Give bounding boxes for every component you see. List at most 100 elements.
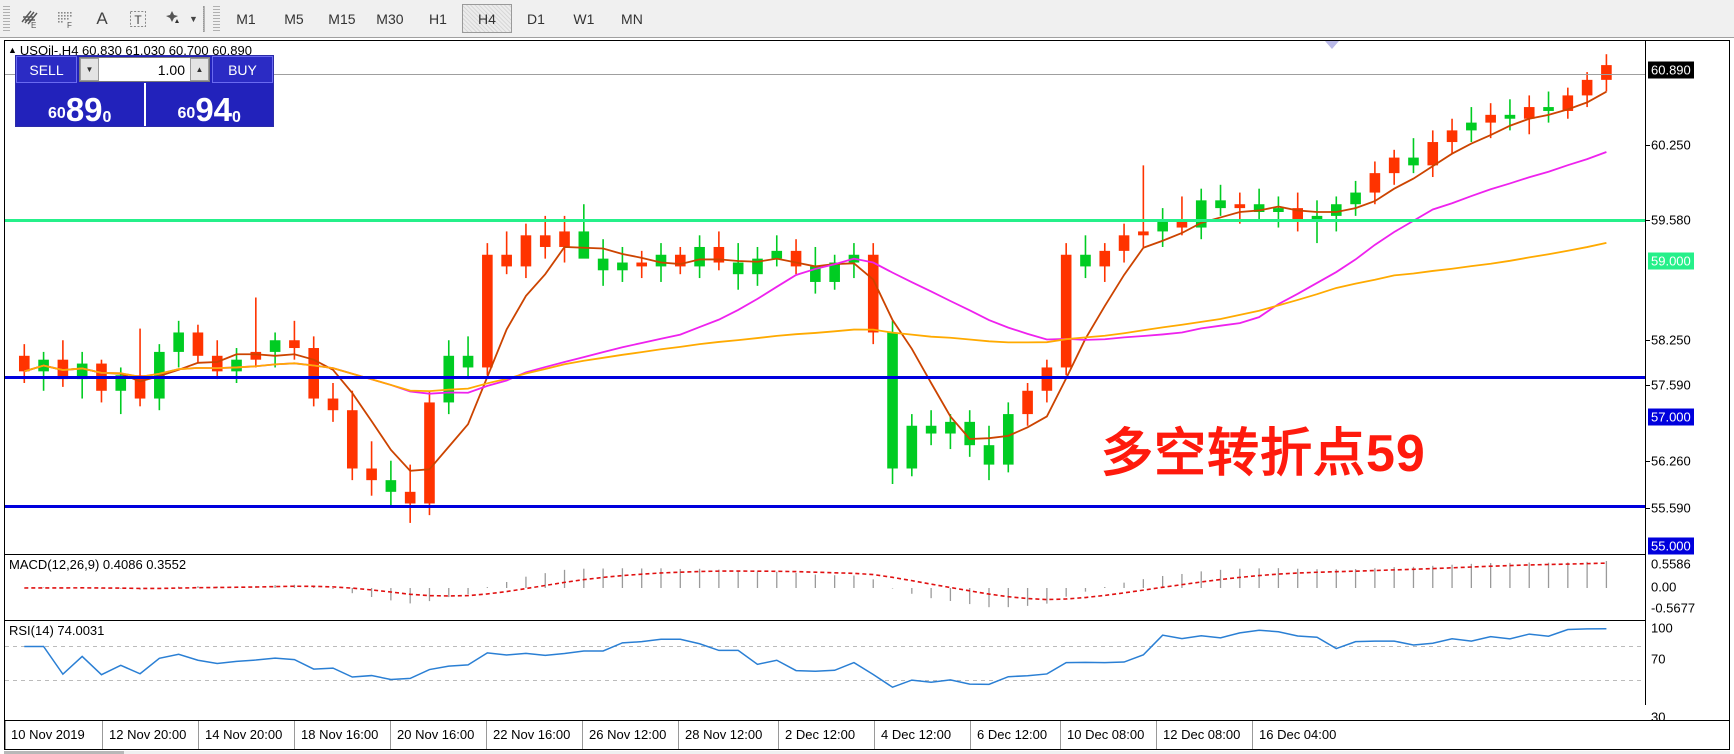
current-price-line xyxy=(5,74,1645,75)
time-label: 16 Dec 04:00 xyxy=(1259,727,1337,742)
buy-price-prefix: 60 xyxy=(177,105,196,122)
timeframe-h1[interactable]: H1 xyxy=(428,10,447,27)
chart-header: ▲ USOil-,H4 60.830 61.030 60.700 60.890 xyxy=(8,43,252,58)
svg-text:E: E xyxy=(31,21,36,30)
time-separator xyxy=(102,721,103,749)
objects-dropdown-caret-icon[interactable]: ▼ xyxy=(189,13,198,24)
toolbar-grip[interactable] xyxy=(3,5,10,32)
price-label-55-590: 55.590 xyxy=(1651,500,1691,516)
time-separator xyxy=(582,721,583,749)
time-separator xyxy=(874,721,875,749)
rsi-scale-70: 70 xyxy=(1651,651,1666,667)
macd-scale-0.00: 0.00 xyxy=(1651,579,1677,595)
buy-price-fraction: 0 xyxy=(232,109,241,126)
rsi-label: RSI(14) 74.0031 xyxy=(9,623,105,638)
timeframe-d1[interactable]: D1 xyxy=(526,10,545,27)
timeframe-m30[interactable]: M30 xyxy=(376,10,404,27)
text-a-icon[interactable]: A xyxy=(84,3,120,35)
sell-price-prefix: 60 xyxy=(48,105,66,122)
macd-series xyxy=(24,561,1608,608)
time-label: 10 Dec 08:00 xyxy=(1067,727,1145,742)
rsi-panel[interactable]: RSI(14) 74.0031 xyxy=(5,620,1645,706)
expert-advisor-glyph: E xyxy=(21,10,38,30)
text-a-glyph: A xyxy=(96,8,108,28)
level-line-57[interactable] xyxy=(5,376,1645,379)
timeframe-w1[interactable]: W1 xyxy=(573,10,595,27)
time-separator xyxy=(198,721,199,749)
rsi-series xyxy=(5,628,1645,689)
buy-button[interactable]: BUY xyxy=(212,56,273,83)
volume-stepper[interactable]: ▼ 1.00 ▲ xyxy=(79,57,210,82)
time-label: 12 Nov 20:00 xyxy=(109,727,187,742)
objects-icon[interactable] xyxy=(156,3,192,35)
macd-scale--0.5677: -0.5677 xyxy=(1651,600,1696,616)
sell-price-fraction: 0 xyxy=(102,109,112,126)
time-separator xyxy=(5,721,6,749)
chart-collapse-icon[interactable]: ▲ xyxy=(8,45,17,55)
macd-label: MACD(12,26,9) 0.4086 0.3552 xyxy=(9,557,187,572)
time-label: 26 Nov 12:00 xyxy=(589,727,667,742)
price-tick xyxy=(1646,461,1650,462)
timeframe-group: M1 M5 M15 M30 H1 H4 D1 W1 MN xyxy=(222,4,656,33)
time-label: 22 Nov 16:00 xyxy=(493,727,571,742)
grid-f-icon[interactable]: F xyxy=(48,3,84,35)
price-tick xyxy=(1646,220,1650,221)
price-label-58-250: 58.250 xyxy=(1651,332,1691,348)
volume-input[interactable]: 1.00 xyxy=(157,61,185,78)
time-label: 4 Dec 12:00 xyxy=(881,727,952,742)
trade-controls-row: SELL ▼ 1.00 ▲ BUY xyxy=(16,56,273,83)
timeframe-grip[interactable] xyxy=(212,5,220,32)
svg-text:T: T xyxy=(134,13,142,27)
sell-button[interactable]: SELL xyxy=(16,56,77,83)
text-label-icon[interactable]: T xyxy=(120,3,156,35)
time-separator xyxy=(294,721,295,749)
time-label: 14 Nov 20:00 xyxy=(205,727,283,742)
level-line-55[interactable] xyxy=(5,505,1645,508)
timeframe-h4[interactable]: H4 xyxy=(461,4,512,33)
chart-position-marker-icon xyxy=(1325,41,1339,49)
time-separator xyxy=(1252,721,1253,749)
volume-increment-icon[interactable]: ▲ xyxy=(190,58,209,81)
macd-panel[interactable]: MACD(12,26,9) 0.4086 0.3552 xyxy=(5,554,1645,621)
chart-window: ▲ USOil-,H4 60.830 61.030 60.700 60.890 S… xyxy=(4,40,1730,750)
svg-text:F: F xyxy=(67,21,72,30)
volume-decrement-icon[interactable]: ▼ xyxy=(80,58,99,81)
timeframe-m15[interactable]: M15 xyxy=(328,10,356,27)
sell-price[interactable]: 60 89 0 xyxy=(16,83,144,126)
level-line-59[interactable] xyxy=(5,219,1645,222)
price-label-57-000[interactable]: 57.000 xyxy=(1648,408,1694,426)
main-toolbar: E F A T xyxy=(0,0,1734,38)
chart-annotation-text[interactable]: 多空转折点59 xyxy=(1101,425,1426,483)
horizontal-scrollbar[interactable] xyxy=(4,751,1730,754)
price-tick xyxy=(1646,145,1650,146)
candlestick-series xyxy=(18,54,1612,523)
time-separator xyxy=(778,721,779,749)
price-label-59-000[interactable]: 59.000 xyxy=(1648,252,1694,270)
timeframe-mn[interactable]: MN xyxy=(621,10,643,27)
time-separator xyxy=(390,721,391,749)
time-label: 28 Nov 12:00 xyxy=(685,727,763,742)
expert-advisor-icon[interactable]: E xyxy=(12,3,48,35)
buy-price[interactable]: 60 94 0 xyxy=(143,83,274,128)
price-label-60-890[interactable]: 60.890 xyxy=(1648,61,1694,79)
time-axis[interactable]: 10 Nov 2019 12 Nov 20:00 14 Nov 20:00 18 No… xyxy=(5,720,1729,749)
scrollbar-thumb[interactable] xyxy=(4,751,124,754)
price-plot[interactable]: 多空转折点59 xyxy=(5,41,1645,554)
objects-glyph xyxy=(166,10,179,23)
sell-price-main: 89 xyxy=(65,91,103,128)
price-label-57-590: 57.590 xyxy=(1651,377,1691,393)
time-label: 10 Nov 2019 xyxy=(11,727,85,742)
toolbar-separator xyxy=(202,5,205,32)
macd-scale-0.5586: 0.5586 xyxy=(1651,556,1691,572)
price-label-55-000[interactable]: 55.000 xyxy=(1648,537,1694,555)
buy-price-main: 94 xyxy=(195,91,233,128)
price-tick xyxy=(1646,340,1650,341)
price-label-60-250: 60.250 xyxy=(1651,137,1691,153)
price-label-59-580: 59.580 xyxy=(1651,212,1691,228)
timeframe-m1[interactable]: M1 xyxy=(236,10,256,27)
price-scale[interactable]: 60.890 60.250 59.580 59.000 58.250 57.590 57.0… xyxy=(1645,41,1729,725)
one-click-trading-panel: SELL ▼ 1.00 ▲ BUY 60 89 0 60 94 0 xyxy=(15,55,274,127)
time-label: 2 Dec 12:00 xyxy=(785,727,856,742)
timeframe-m5[interactable]: M5 xyxy=(284,10,304,27)
chart-symbol-ohlc: USOil-,H4 60.830 61.030 60.700 60.890 xyxy=(19,43,252,58)
